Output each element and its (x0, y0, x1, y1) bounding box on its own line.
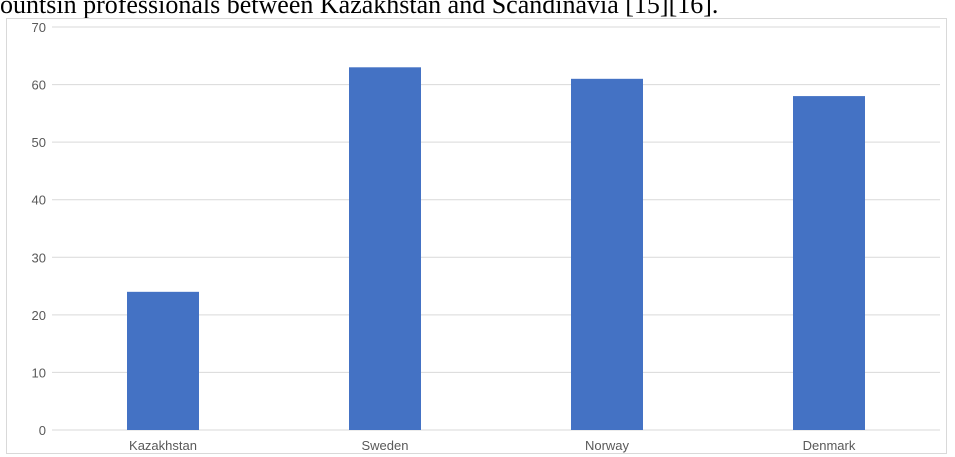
y-tick-label: 60 (32, 78, 46, 93)
y-tick-label: 50 (32, 135, 46, 150)
y-tick-label: 30 (32, 250, 46, 265)
y-tick-label: 0 (39, 423, 46, 438)
bar (127, 291, 199, 430)
x-tick-label: Sweden (362, 438, 409, 453)
bar (349, 67, 421, 431)
figure-caption: ountsin professionals between Kazakhstan… (0, 0, 719, 19)
y-tick-label: 10 (32, 365, 46, 380)
y-tick-label: 20 (32, 308, 46, 323)
y-tick-label: 40 (32, 193, 46, 208)
bar (571, 78, 643, 431)
bar (793, 96, 865, 430)
x-tick-label: Kazakhstan (129, 438, 197, 453)
y-tick-label: 70 (32, 20, 46, 35)
x-tick-label: Denmark (803, 438, 856, 453)
x-tick-label: Norway (585, 438, 630, 453)
